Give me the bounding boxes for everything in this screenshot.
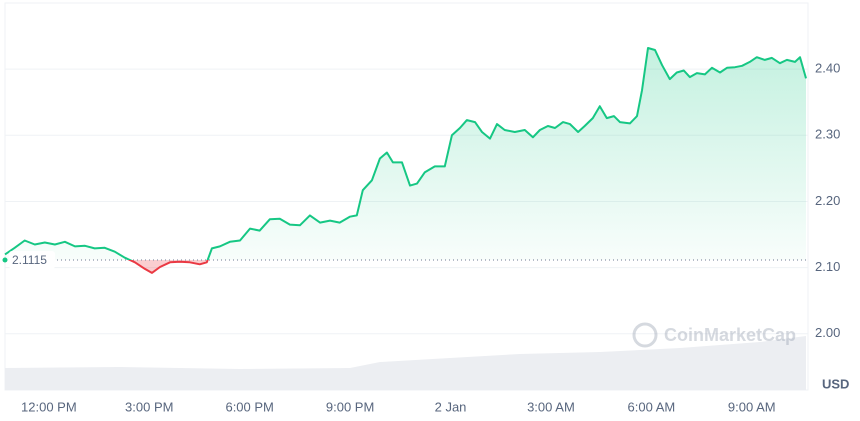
x-tick-label: 12:00 PM [21, 399, 77, 414]
reference-label-box [9, 251, 55, 270]
y-tick-label: 2.40 [815, 61, 840, 76]
reference-dot [2, 257, 8, 263]
watermark: CoinMarketCap [632, 322, 796, 348]
reference-label: 2.1115 [12, 253, 47, 267]
y-axis-label: USD [822, 376, 849, 391]
watermark-text: CoinMarketCap [664, 325, 796, 345]
x-tick-label: 6:00 AM [628, 399, 676, 414]
y-tick-label: 2.20 [815, 193, 840, 208]
x-tick-label: 2 Jan [435, 399, 467, 414]
y-tick-label: 2.30 [815, 127, 840, 142]
volume-area [5, 336, 806, 390]
price-area [5, 48, 806, 273]
x-tick-label: 9:00 AM [728, 399, 776, 414]
x-tick-label: 9:00 PM [326, 399, 374, 414]
x-tick-label: 6:00 PM [225, 399, 273, 414]
y-tick-label: 2.10 [815, 259, 840, 274]
y-tick-label: 2.00 [815, 325, 840, 340]
x-tick-label: 3:00 PM [125, 399, 173, 414]
price-line [4, 47, 807, 274]
x-tick-label: 3:00 AM [527, 399, 575, 414]
plot: 2.1115 [2, 47, 808, 274]
